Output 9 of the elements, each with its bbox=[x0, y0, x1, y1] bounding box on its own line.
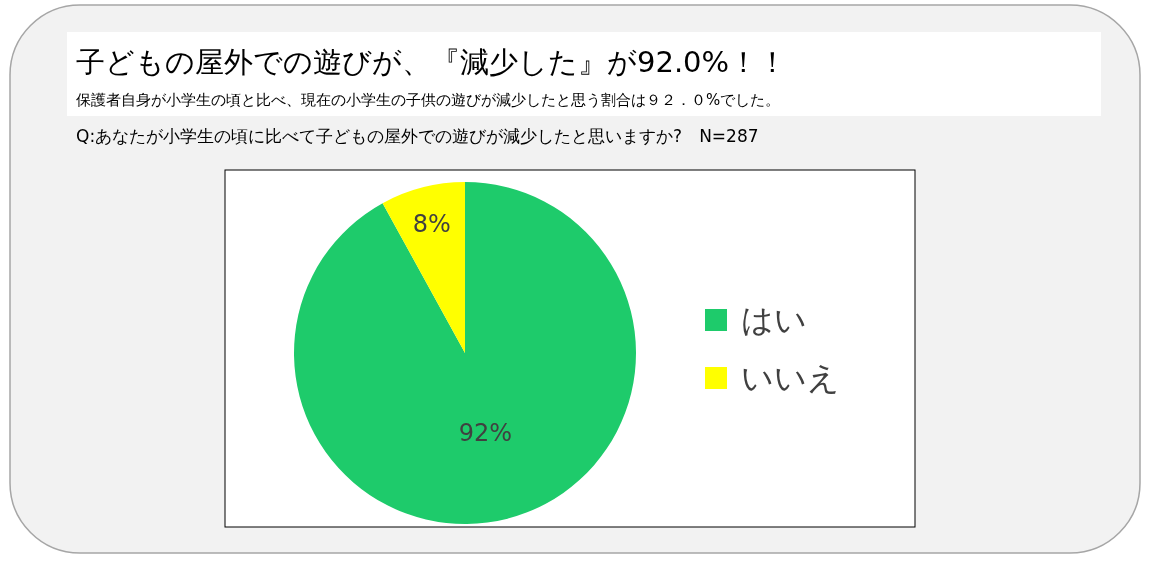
pie-slice bbox=[382, 182, 465, 353]
pie-slice bbox=[294, 182, 636, 524]
data-label: 92% bbox=[458, 418, 513, 447]
legend-label: いいえ bbox=[741, 359, 840, 397]
chart-subtitle: 保護者自身が小学生の頃と比べ、現在の小学生の子供の遊びが減少したと思う割合は９２．０%でした。 bbox=[76, 91, 781, 109]
text: Q:あなたが小学生の頃に比べて子どもの屋外での遊びが減少したと思いますか? N=287 bbox=[76, 126, 759, 146]
legend-label: はい bbox=[741, 301, 807, 339]
chart-title: 子どもの屋外での遊びが、『減少した』が92.0%！！ bbox=[76, 45, 788, 79]
data-label: 8% bbox=[412, 209, 451, 238]
